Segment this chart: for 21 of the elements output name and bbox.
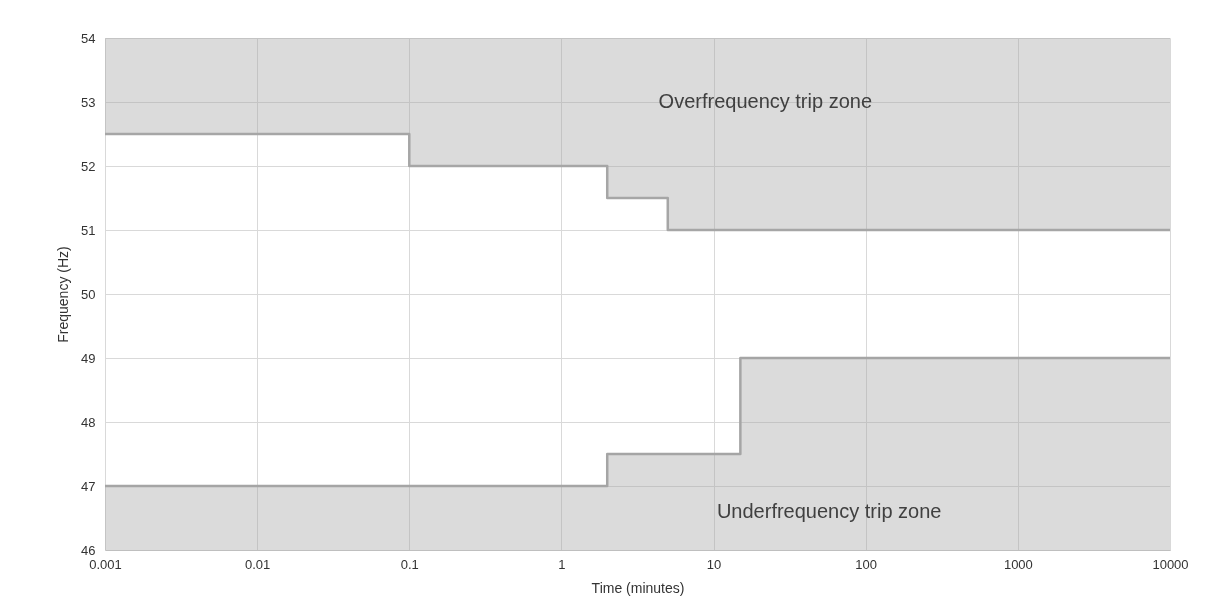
x-tick-label: 10000 <box>1152 556 1189 572</box>
y-tick-label: 49 <box>81 350 96 366</box>
x-axis-title: Time (minutes) <box>591 579 685 596</box>
y-axis-title: Frequency (Hz) <box>55 246 72 343</box>
x-tick-label: 1 <box>558 556 566 572</box>
y-tick-label: 46 <box>81 542 96 558</box>
y-tick-label: 48 <box>81 414 96 430</box>
y-tick-label: 53 <box>81 94 96 110</box>
x-tick-label: 0.01 <box>244 556 271 572</box>
annotation: Underfrequency trip zone <box>716 499 942 522</box>
y-tick-label: 47 <box>81 478 96 494</box>
x-tick-label: 0.1 <box>400 556 419 572</box>
y-tick-label: 51 <box>81 222 96 238</box>
annotation: Overfrequency trip zone <box>658 90 873 112</box>
x-tick-label: 1000 <box>1003 556 1033 572</box>
y-tick-label: 52 <box>81 158 96 174</box>
x-tick-label: 0.001 <box>89 556 122 572</box>
y-tick-label: 54 <box>81 30 96 46</box>
y-tick-label: 50 <box>81 286 96 302</box>
x-tick-label: 10 <box>706 556 722 572</box>
x-tick-label: 100 <box>855 556 878 572</box>
